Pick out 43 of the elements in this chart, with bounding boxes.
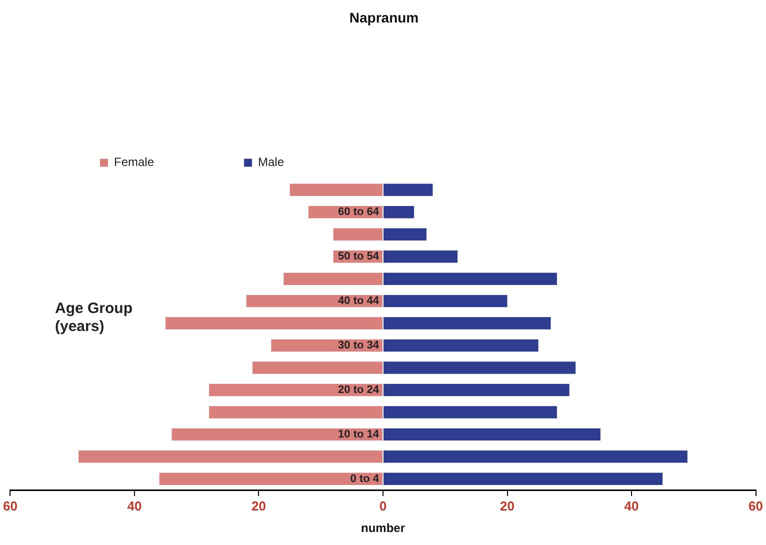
y-tick-label: 0 to 4 — [350, 472, 380, 485]
bar — [78, 450, 382, 463]
y-tick-label: 50 to 54 — [338, 250, 380, 263]
bar — [384, 272, 557, 285]
bar — [284, 272, 382, 285]
bar — [384, 428, 600, 441]
x-axis-title: number — [360, 521, 406, 536]
bar — [384, 339, 538, 352]
y-tick-label: 30 to 34 — [338, 340, 380, 352]
bar — [252, 362, 382, 374]
y-axis-title: Age Group (years) — [55, 300, 134, 336]
bar — [384, 250, 458, 263]
bar — [209, 406, 382, 418]
x-tick-label: 40 — [624, 498, 639, 514]
bar — [166, 317, 382, 330]
bar — [290, 184, 382, 196]
x-tick-label: 60 — [2, 498, 18, 514]
y-tick-label: 10 to 14 — [338, 428, 380, 440]
bar — [384, 406, 557, 418]
bar — [384, 317, 551, 330]
bar — [384, 294, 508, 308]
y-tick-label: 60 to 64 — [338, 206, 380, 218]
bar — [209, 384, 382, 396]
bar — [172, 428, 382, 441]
x-tick-label: 20 — [252, 498, 266, 514]
bar — [333, 228, 382, 240]
bar — [384, 228, 426, 240]
legend-label: Female — [114, 155, 154, 170]
x-tick-label: 0 — [379, 498, 387, 514]
bar — [384, 472, 663, 485]
x-tick-label: 60 — [748, 498, 764, 514]
bar — [384, 184, 433, 196]
chart-title: Napranum — [349, 9, 419, 26]
bar — [384, 362, 576, 374]
x-tick-label: 40 — [127, 498, 142, 514]
bar — [384, 384, 570, 396]
y-tick-label: 40 to 44 — [338, 295, 380, 308]
bar — [384, 206, 414, 218]
y-tick-label: 20 to 24 — [338, 384, 380, 396]
x-tick-label: 20 — [500, 498, 514, 514]
bar — [384, 450, 688, 463]
legend-label: Male — [258, 155, 284, 170]
bar — [159, 472, 382, 485]
